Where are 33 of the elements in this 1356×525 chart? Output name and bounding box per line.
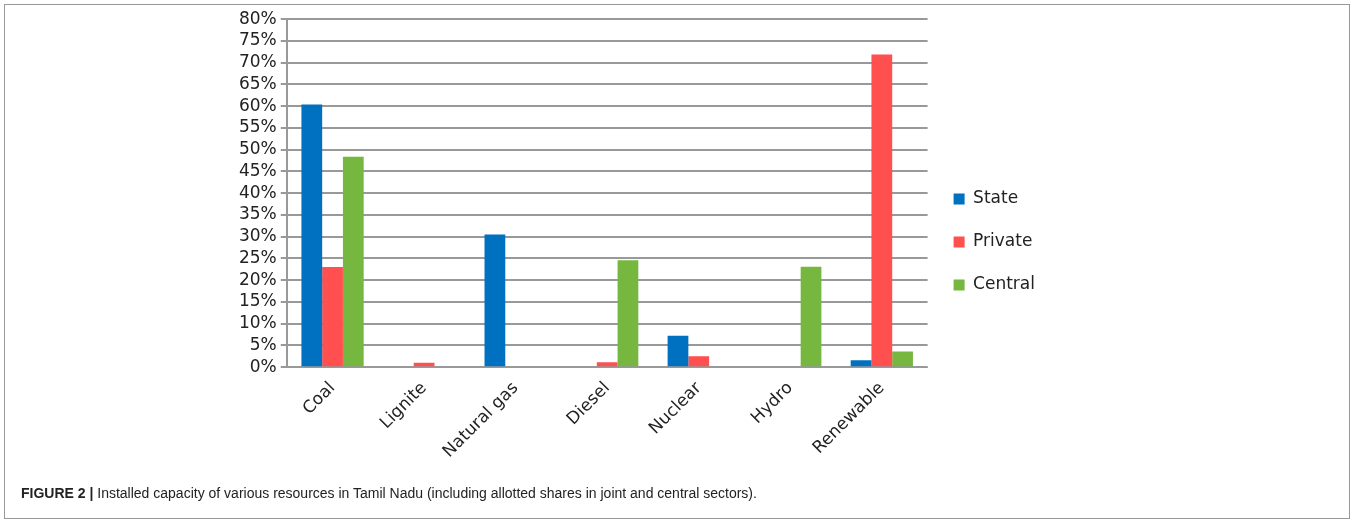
- bar: [342, 156, 364, 367]
- y-tick-label: 25%: [238, 246, 277, 267]
- y-tick-label: 55%: [238, 116, 277, 137]
- bar: [617, 260, 639, 367]
- bar: [484, 234, 506, 367]
- y-tick-label: 45%: [238, 159, 277, 180]
- y-tick-label: 35%: [238, 203, 277, 224]
- bar: [688, 356, 710, 367]
- y-tick-label: 80%: [238, 7, 277, 28]
- y-tick-label: 60%: [238, 94, 277, 115]
- legend-label: Private: [973, 230, 1033, 251]
- y-tick-label: 0%: [249, 355, 277, 376]
- bar: [322, 267, 343, 367]
- y-tick-label: 50%: [238, 138, 277, 159]
- y-tick-label: 30%: [238, 225, 277, 246]
- bar: [667, 335, 689, 367]
- y-tick-label: 20%: [238, 268, 277, 289]
- y-tick-label: 10%: [238, 312, 277, 333]
- bar: [850, 360, 872, 367]
- y-tick-label: 65%: [238, 72, 277, 93]
- legend-label: Central: [973, 273, 1036, 294]
- bar: [892, 351, 913, 367]
- bar: [871, 54, 893, 367]
- legend-label: State: [973, 187, 1019, 208]
- y-tick-label: 40%: [238, 181, 277, 202]
- bar: [800, 266, 822, 367]
- y-tick-label: 15%: [238, 290, 277, 311]
- bar: [301, 104, 323, 367]
- bar: [596, 362, 618, 367]
- caption: FIGURE 2 | Installed capacity of various resources in Tamil Nadu (including allotted shares in joint and central sectors).: [21, 485, 757, 501]
- y-tick-label: 5%: [249, 333, 277, 354]
- y-tick-label: 70%: [238, 51, 277, 72]
- y-tick-label: 75%: [238, 29, 277, 50]
